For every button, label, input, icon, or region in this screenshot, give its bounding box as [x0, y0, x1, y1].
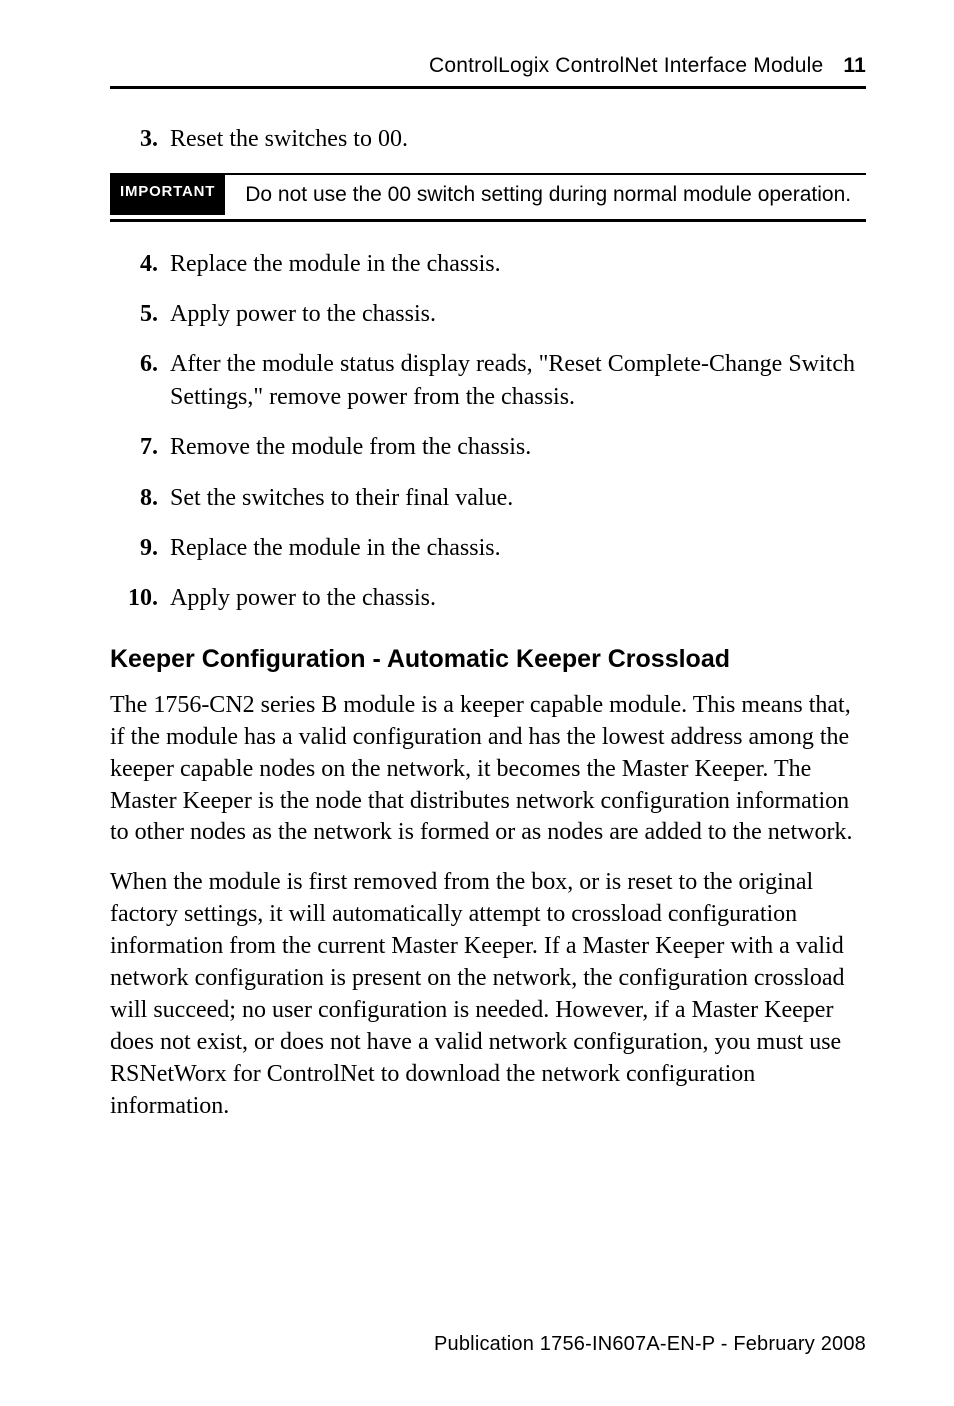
- step-9: 9. Replace the module in the chassis.: [110, 532, 866, 564]
- step-number: 9.: [122, 535, 158, 562]
- step-text: Reset the switches to 00.: [170, 123, 408, 155]
- step-10: 10. Apply power to the chassis.: [110, 582, 866, 614]
- step-text: Replace the module in the chassis.: [170, 248, 501, 280]
- step-text: Apply power to the chassis.: [170, 582, 436, 614]
- step-number: 5.: [122, 301, 158, 328]
- step-3: 3. Reset the switches to 00.: [110, 123, 866, 155]
- step-6: 6. After the module status display reads…: [110, 348, 866, 413]
- step-number: 3.: [122, 126, 158, 153]
- page-number: 11: [843, 54, 866, 77]
- important-callout: IMPORTANT Do not use the 00 switch setti…: [110, 173, 866, 221]
- step-number: 4.: [122, 251, 158, 278]
- important-text: Do not use the 00 switch setting during …: [225, 175, 851, 214]
- paragraph-2: When the module is first removed from th…: [110, 867, 866, 1122]
- running-header: ControlLogix ControlNet Interface Module…: [110, 54, 866, 78]
- step-text: Set the switches to their final value.: [170, 482, 513, 514]
- publication-footer: Publication 1756-IN607A-EN-P - February …: [434, 1333, 866, 1356]
- callout-bottom-rule: [110, 219, 866, 222]
- step-text: Replace the module in the chassis.: [170, 532, 501, 564]
- callout-row: IMPORTANT Do not use the 00 switch setti…: [110, 175, 866, 214]
- steps-group: 4. Replace the module in the chassis. 5.…: [110, 248, 866, 615]
- step-number: 8.: [122, 485, 158, 512]
- paragraph-1: The 1756-CN2 series B module is a keeper…: [110, 690, 866, 850]
- step-4: 4. Replace the module in the chassis.: [110, 248, 866, 280]
- step-8: 8. Set the switches to their final value…: [110, 482, 866, 514]
- step-number: 10.: [122, 585, 158, 612]
- step-text: Apply power to the chassis.: [170, 298, 436, 330]
- header-title: ControlLogix ControlNet Interface Module: [429, 54, 823, 77]
- important-label: IMPORTANT: [110, 175, 225, 214]
- step-number: 7.: [122, 434, 158, 461]
- step-text: Remove the module from the chassis.: [170, 431, 531, 463]
- step-5: 5. Apply power to the chassis.: [110, 298, 866, 330]
- header-rule: [110, 86, 866, 89]
- step-text: After the module status display reads, "…: [170, 348, 866, 413]
- section-heading: Keeper Configuration - Automatic Keeper …: [110, 645, 866, 674]
- step-number: 6.: [122, 351, 158, 378]
- step-7: 7. Remove the module from the chassis.: [110, 431, 866, 463]
